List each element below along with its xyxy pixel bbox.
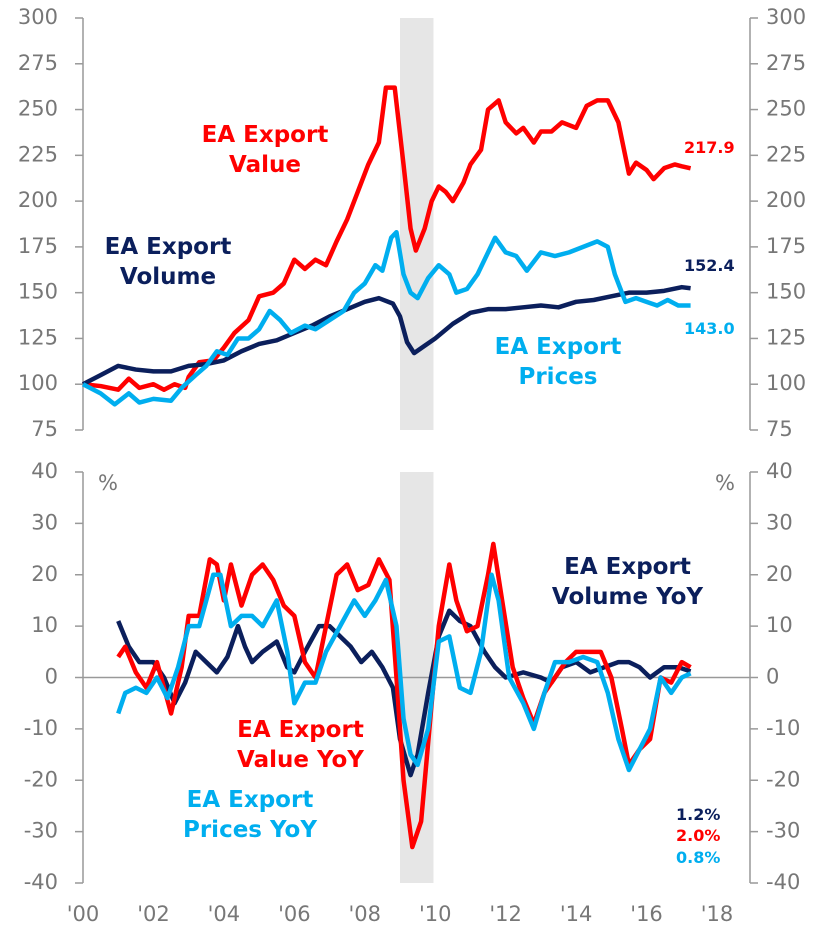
end-value-label: 1.2% bbox=[676, 805, 721, 824]
series-line bbox=[116, 541, 692, 850]
y2-tick-label: 0 bbox=[766, 665, 779, 689]
y2-tick-label: 10 bbox=[766, 613, 793, 637]
y-tick-label: 300 bbox=[18, 5, 58, 29]
series-label: EA Export Prices bbox=[494, 334, 622, 390]
x-tick-label: '12 bbox=[489, 902, 522, 926]
y-tick-label: 175 bbox=[18, 234, 58, 258]
y-tick-label: 20 bbox=[31, 562, 58, 586]
y2-tick-label: 275 bbox=[766, 51, 806, 75]
y2-tick-label: -20 bbox=[766, 767, 800, 791]
x-tick-label: '02 bbox=[137, 902, 170, 926]
y2-tick-label: 75 bbox=[766, 417, 793, 441]
y2-tick-label: 40 bbox=[766, 459, 793, 483]
end-value-label: 0.8% bbox=[676, 848, 721, 867]
series-label: EA Export Prices YoY bbox=[182, 787, 317, 843]
series-line bbox=[81, 284, 691, 387]
y2-tick-label: 20 bbox=[766, 562, 793, 586]
y-tick-label: 250 bbox=[18, 97, 58, 121]
end-value-label: 152.4 bbox=[684, 256, 735, 275]
y-tick-label: 125 bbox=[18, 325, 58, 349]
y-tick-label: 225 bbox=[18, 142, 58, 166]
x-tick-label: '18 bbox=[701, 902, 734, 926]
series-label: EA Export Value bbox=[201, 122, 329, 178]
y2-tick-label: 125 bbox=[766, 325, 806, 349]
unit-label: % bbox=[715, 471, 735, 495]
series-label: EA Export Value YoY bbox=[237, 717, 364, 773]
y2-tick-label: 150 bbox=[766, 280, 806, 304]
y-tick-label: -20 bbox=[24, 767, 58, 791]
y2-tick-label: 30 bbox=[766, 510, 793, 534]
y2-tick-label: -40 bbox=[766, 870, 800, 894]
x-tick-label: '14 bbox=[560, 902, 593, 926]
y2-tick-label: 300 bbox=[766, 5, 806, 29]
end-value-label: 143.0 bbox=[684, 319, 735, 338]
y2-tick-label: -10 bbox=[766, 716, 800, 740]
x-tick-label: '08 bbox=[349, 902, 382, 926]
y-tick-label: -30 bbox=[24, 819, 58, 843]
end-value-label: 217.9 bbox=[684, 138, 735, 157]
series-line bbox=[116, 608, 692, 778]
y-tick-label: 275 bbox=[18, 51, 58, 75]
y-tick-label: 30 bbox=[31, 510, 58, 534]
series-line bbox=[82, 85, 692, 392]
end-value-label: 2.0% bbox=[676, 826, 721, 845]
x-tick-label: '04 bbox=[208, 902, 241, 926]
series-label: EA Export Volume bbox=[104, 234, 232, 290]
unit-label: % bbox=[98, 471, 118, 495]
y2-tick-label: 200 bbox=[766, 188, 806, 212]
recession-shade bbox=[400, 18, 434, 430]
x-tick-label: '00 bbox=[67, 902, 100, 926]
y-tick-label: 40 bbox=[31, 459, 58, 483]
series-line bbox=[116, 572, 692, 773]
y2-tick-label: 250 bbox=[766, 97, 806, 121]
y-tick-label: 10 bbox=[31, 613, 58, 637]
y-tick-label: 150 bbox=[18, 280, 58, 304]
y-tick-label: 100 bbox=[18, 371, 58, 395]
y2-tick-label: 100 bbox=[766, 371, 806, 395]
series-label: EA Export Volume YoY bbox=[551, 554, 704, 610]
y2-tick-label: 225 bbox=[766, 142, 806, 166]
x-tick-label: '10 bbox=[419, 902, 452, 926]
y2-tick-label: -30 bbox=[766, 819, 800, 843]
series-line bbox=[81, 229, 691, 407]
y-tick-label: -10 bbox=[24, 716, 58, 740]
y-tick-label: -40 bbox=[24, 870, 58, 894]
y-tick-label: 75 bbox=[31, 417, 58, 441]
y-tick-label: 200 bbox=[18, 188, 58, 212]
y2-tick-label: 175 bbox=[766, 234, 806, 258]
y-tick-label: 0 bbox=[45, 665, 58, 689]
x-tick-label: '06 bbox=[278, 902, 311, 926]
x-tick-label: '16 bbox=[630, 902, 663, 926]
